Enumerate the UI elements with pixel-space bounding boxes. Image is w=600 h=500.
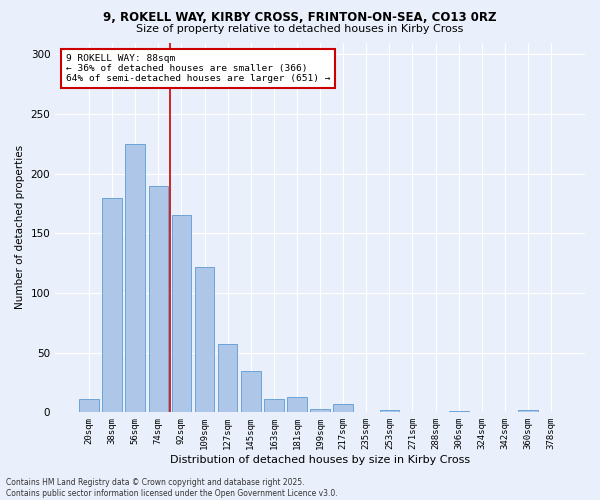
Bar: [241, 370, 260, 412]
Bar: [449, 411, 469, 412]
Bar: [195, 267, 214, 412]
Bar: [218, 344, 238, 412]
Bar: [380, 410, 399, 412]
Bar: [125, 144, 145, 412]
Bar: [79, 399, 99, 412]
Bar: [287, 397, 307, 412]
Text: 9, ROKELL WAY, KIRBY CROSS, FRINTON-ON-SEA, CO13 0RZ: 9, ROKELL WAY, KIRBY CROSS, FRINTON-ON-S…: [103, 11, 497, 24]
Bar: [264, 399, 284, 412]
Bar: [518, 410, 538, 412]
Text: Contains HM Land Registry data © Crown copyright and database right 2025.
Contai: Contains HM Land Registry data © Crown c…: [6, 478, 338, 498]
Bar: [103, 198, 122, 412]
Bar: [172, 216, 191, 412]
X-axis label: Distribution of detached houses by size in Kirby Cross: Distribution of detached houses by size …: [170, 455, 470, 465]
Text: Size of property relative to detached houses in Kirby Cross: Size of property relative to detached ho…: [136, 24, 464, 34]
Text: 9 ROKELL WAY: 88sqm
← 36% of detached houses are smaller (366)
64% of semi-detac: 9 ROKELL WAY: 88sqm ← 36% of detached ho…: [66, 54, 330, 84]
Bar: [334, 404, 353, 412]
Bar: [310, 409, 330, 412]
Bar: [149, 186, 168, 412]
Y-axis label: Number of detached properties: Number of detached properties: [15, 146, 25, 310]
